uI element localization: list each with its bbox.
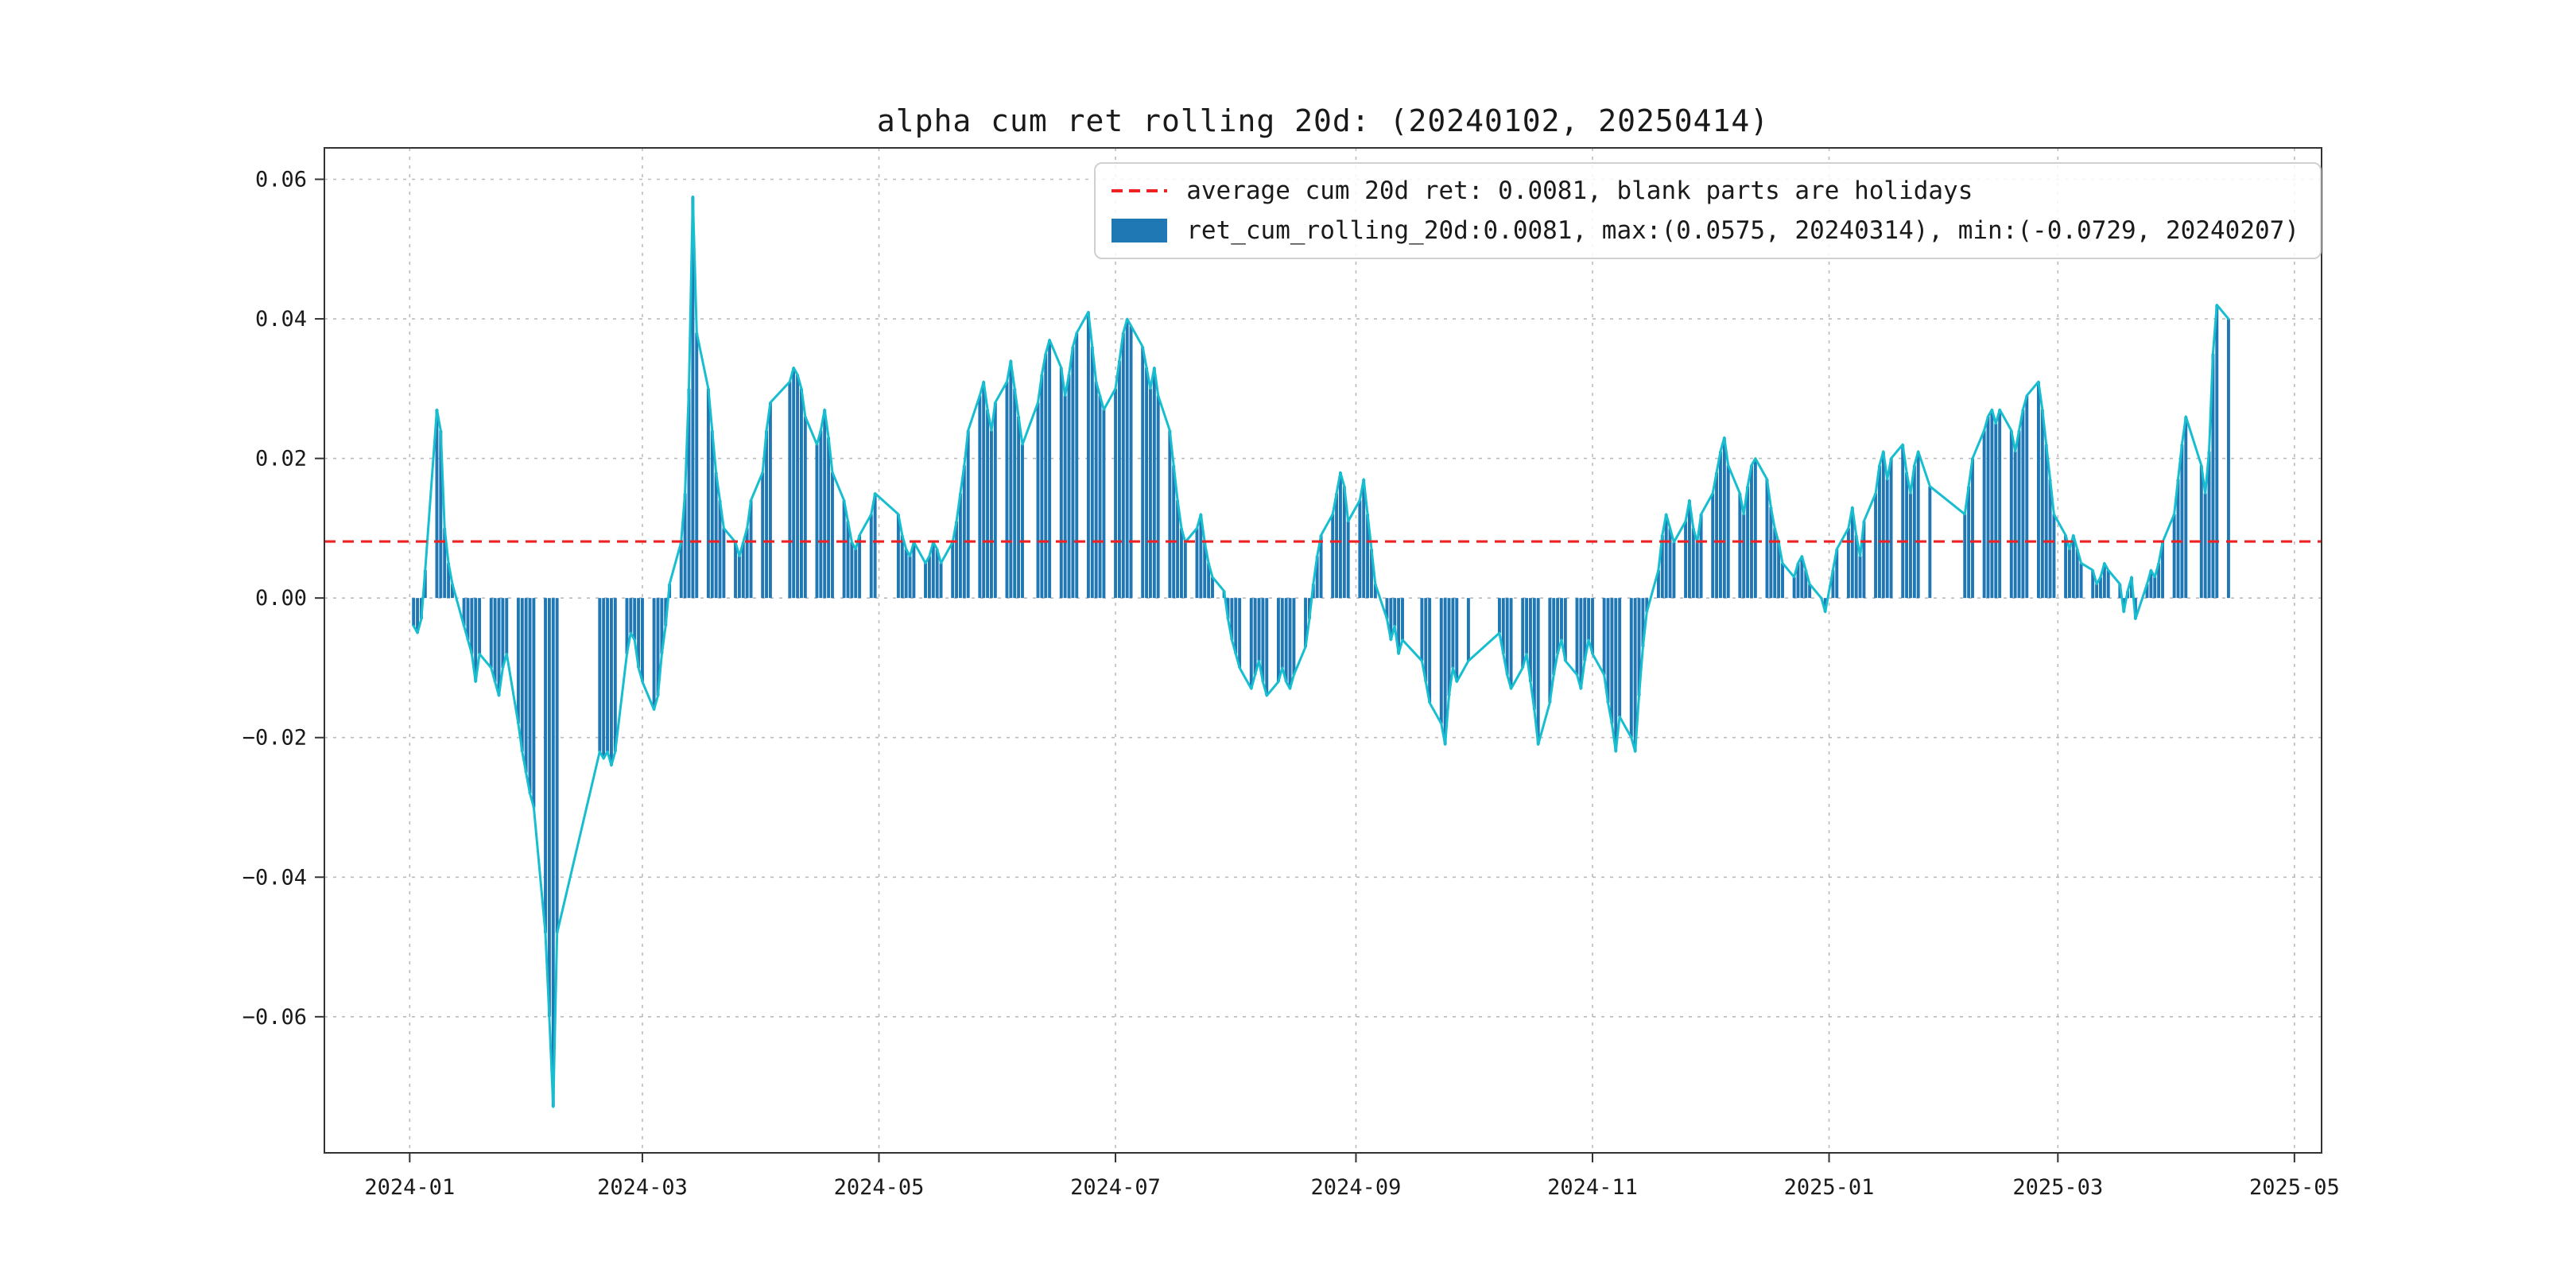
svg-text:0.00: 0.00: [255, 586, 307, 611]
svg-text:2024-07: 2024-07: [1070, 1175, 1161, 1200]
legend-series-label: ret_cum_rolling_20d:0.0081, max:(0.0575,…: [1186, 216, 2299, 245]
legend-average-label: average cum 20d ret: 0.0081, blank parts…: [1186, 177, 1973, 205]
svg-text:0.04: 0.04: [255, 307, 307, 332]
average-dashed-line-swatch-icon: [1111, 189, 1168, 192]
svg-text:2025-01: 2025-01: [1784, 1175, 1875, 1200]
svg-text:2024-01: 2024-01: [364, 1175, 455, 1200]
legend-entry-series: ret_cum_rolling_20d:0.0081, max:(0.0575,…: [1111, 216, 2299, 245]
legend-entry-average: average cum 20d ret: 0.0081, blank parts…: [1111, 177, 2299, 205]
svg-text:−0.04: −0.04: [242, 865, 307, 890]
svg-text:2024-11: 2024-11: [1547, 1175, 1638, 1200]
svg-text:0.06: 0.06: [255, 168, 307, 192]
svg-text:2024-03: 2024-03: [597, 1175, 688, 1200]
legend: average cum 20d ret: 0.0081, blank parts…: [1094, 162, 2322, 259]
svg-text:2024-05: 2024-05: [834, 1175, 925, 1200]
svg-text:2025-03: 2025-03: [2012, 1175, 2103, 1200]
series-bar-swatch-icon: [1111, 219, 1168, 242]
svg-text:2025-05: 2025-05: [2249, 1175, 2340, 1200]
chart-title: alpha cum ret rolling 20d: (20240102, 20…: [876, 103, 1770, 138]
svg-text:0.02: 0.02: [255, 447, 307, 471]
svg-text:−0.02: −0.02: [242, 726, 307, 751]
svg-text:2024-09: 2024-09: [1311, 1175, 1402, 1200]
svg-text:−0.06: −0.06: [242, 1005, 307, 1030]
